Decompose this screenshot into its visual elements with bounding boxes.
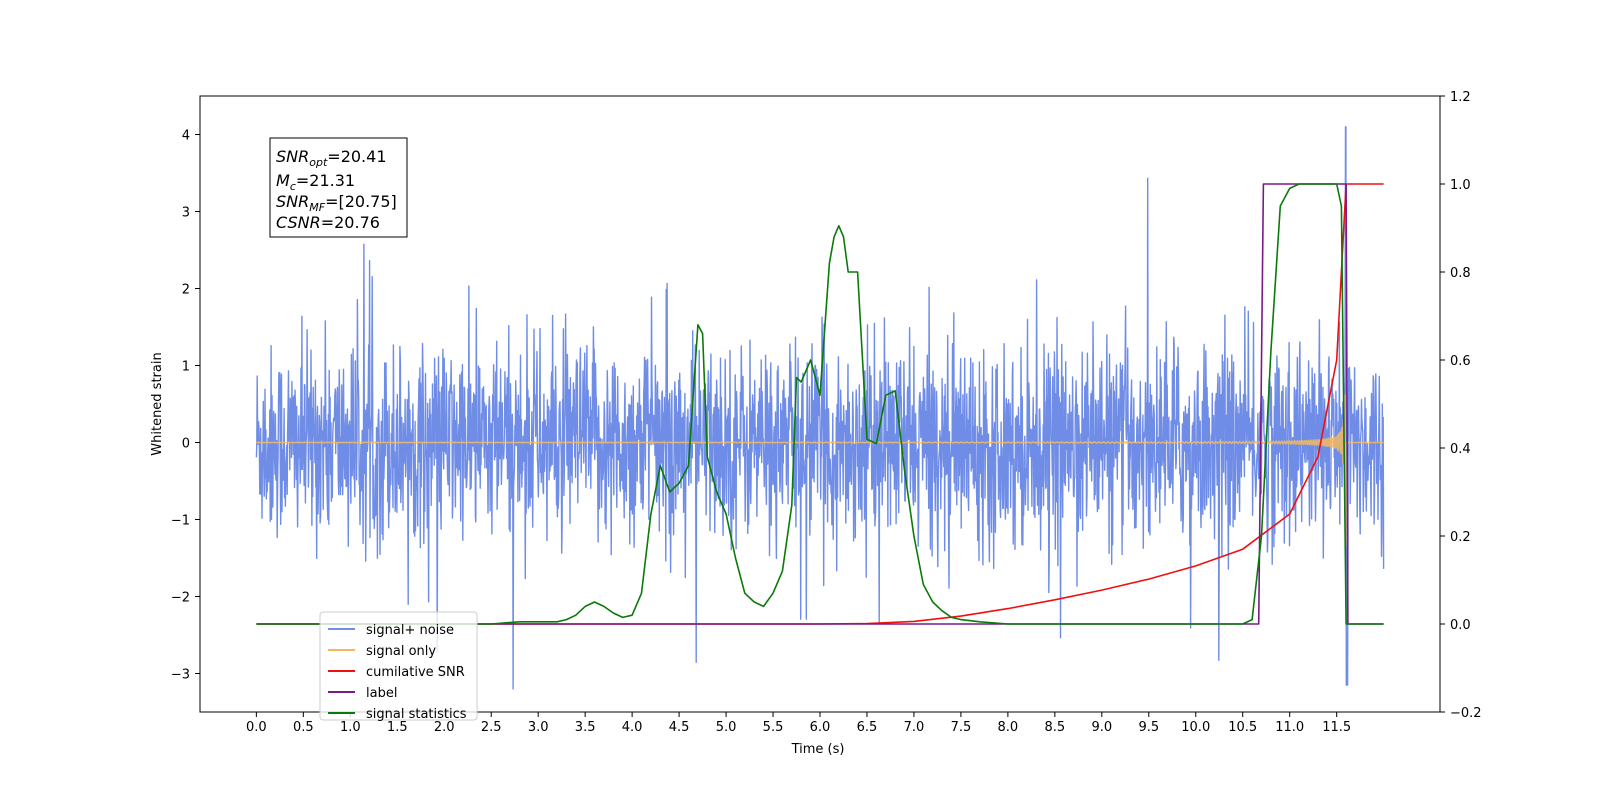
x-tick-label: 8.5 — [1045, 720, 1066, 735]
y-axis-label: Whitened strain — [150, 352, 165, 455]
x-tick-label: 11.5 — [1322, 720, 1351, 735]
y-right-tick-label: 0.2 — [1450, 530, 1471, 545]
y-left-tick-label: −3 — [171, 668, 190, 683]
legend: signal+ noise signal only cumilative SNR la… — [320, 612, 477, 722]
legend-label: signal only — [366, 644, 436, 659]
legend-label: label — [366, 686, 397, 701]
x-tick-label: 9.5 — [1138, 720, 1159, 735]
x-tick-label: 6.5 — [857, 720, 878, 735]
x-tick-label: 3.0 — [528, 720, 549, 735]
annotation-box: SNRopt=20.41 Mc=21.31 SNRMF=[20.75] CSNR… — [270, 138, 407, 237]
y-left-tick-label: −2 — [171, 591, 190, 606]
x-tick-label: 10.5 — [1228, 720, 1257, 735]
legend-label: signal+ noise — [366, 623, 454, 638]
annotation-line-mc: Mc=21.31 — [276, 171, 355, 193]
legend-label: signal statistics — [366, 707, 467, 722]
y-right-tick-label: 1.0 — [1450, 178, 1471, 193]
x-tick-label: 5.5 — [763, 720, 784, 735]
x-tick-label: 8.0 — [998, 720, 1019, 735]
y-right-tick-label: 1.2 — [1450, 90, 1471, 105]
x-tick-label: 9.0 — [1091, 720, 1112, 735]
legend-label: cumilative SNR — [366, 665, 465, 680]
y-right-tick-label: 0.0 — [1450, 618, 1471, 633]
x-tick-label: 4.5 — [669, 720, 690, 735]
x-tick-label: 11.0 — [1275, 720, 1304, 735]
x-tick-label: 6.0 — [810, 720, 831, 735]
y-right-tick-label: 0.4 — [1450, 442, 1471, 457]
x-tick-label: 3.5 — [575, 720, 596, 735]
x-tick-label: 2.0 — [434, 720, 455, 735]
x-tick-label: 7.0 — [904, 720, 925, 735]
x-tick-label: 2.5 — [481, 720, 502, 735]
y-right-tick-label: 0.6 — [1450, 354, 1471, 369]
x-tick-label: 0.5 — [293, 720, 314, 735]
y-left-tick-label: −1 — [171, 514, 190, 529]
x-axis-label: Time (s) — [791, 742, 845, 757]
x-tick-label: 1.5 — [387, 720, 408, 735]
y-left-tick-label: 2 — [182, 283, 190, 298]
y-left-tick-label: 3 — [182, 206, 190, 221]
x-tick-label: 5.0 — [716, 720, 737, 735]
x-tick-label: 7.5 — [951, 720, 972, 735]
annotation-line-csnr: CSNR=20.76 — [276, 213, 380, 232]
y-left-tick-label: 0 — [182, 437, 190, 452]
y-right-tick-label: 0.8 — [1450, 266, 1471, 281]
y-left-tick-label: 1 — [182, 360, 190, 375]
x-tick-label: 10.0 — [1181, 720, 1210, 735]
x-tick-label: 4.0 — [622, 720, 643, 735]
y-right-tick-label: −0.2 — [1450, 706, 1482, 721]
y-left-tick-label: 4 — [182, 129, 190, 144]
annotation-line-snr-opt: SNRopt=20.41 — [276, 147, 387, 169]
annotation-line-snr-mf: SNRMF=[20.75] — [276, 192, 397, 214]
x-tick-label: 0.0 — [246, 720, 267, 735]
x-tick-label: 1.0 — [340, 720, 361, 735]
